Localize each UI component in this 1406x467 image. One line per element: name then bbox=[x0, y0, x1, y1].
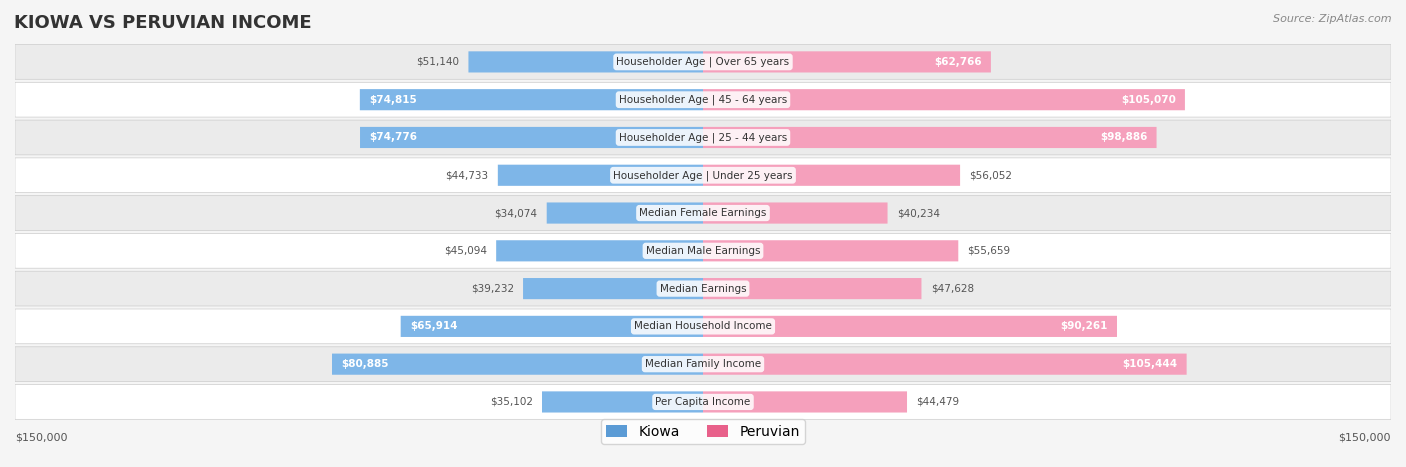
FancyBboxPatch shape bbox=[15, 234, 1391, 268]
Text: $65,914: $65,914 bbox=[409, 321, 457, 332]
FancyBboxPatch shape bbox=[15, 120, 1391, 155]
FancyBboxPatch shape bbox=[541, 391, 703, 412]
Text: Source: ZipAtlas.com: Source: ZipAtlas.com bbox=[1274, 14, 1392, 24]
FancyBboxPatch shape bbox=[15, 82, 1391, 117]
Text: $44,733: $44,733 bbox=[446, 170, 489, 180]
Text: $45,094: $45,094 bbox=[444, 246, 486, 256]
Text: Per Capita Income: Per Capita Income bbox=[655, 397, 751, 407]
Text: $34,074: $34,074 bbox=[495, 208, 537, 218]
FancyBboxPatch shape bbox=[15, 309, 1391, 344]
Text: $150,000: $150,000 bbox=[1339, 432, 1391, 442]
Text: Median Earnings: Median Earnings bbox=[659, 283, 747, 294]
FancyBboxPatch shape bbox=[703, 354, 1187, 375]
FancyBboxPatch shape bbox=[703, 391, 907, 412]
Text: $40,234: $40,234 bbox=[897, 208, 939, 218]
FancyBboxPatch shape bbox=[496, 240, 703, 262]
Text: $62,766: $62,766 bbox=[934, 57, 981, 67]
Text: Householder Age | Over 65 years: Householder Age | Over 65 years bbox=[616, 57, 790, 67]
FancyBboxPatch shape bbox=[360, 89, 703, 110]
Text: $105,444: $105,444 bbox=[1122, 359, 1177, 369]
FancyBboxPatch shape bbox=[703, 316, 1116, 337]
Text: Householder Age | 45 - 64 years: Householder Age | 45 - 64 years bbox=[619, 94, 787, 105]
FancyBboxPatch shape bbox=[332, 354, 703, 375]
Text: Median Male Earnings: Median Male Earnings bbox=[645, 246, 761, 256]
FancyBboxPatch shape bbox=[15, 158, 1391, 192]
FancyBboxPatch shape bbox=[401, 316, 703, 337]
FancyBboxPatch shape bbox=[547, 203, 703, 224]
FancyBboxPatch shape bbox=[15, 347, 1391, 382]
Text: $35,102: $35,102 bbox=[489, 397, 533, 407]
FancyBboxPatch shape bbox=[468, 51, 703, 72]
Text: $74,776: $74,776 bbox=[370, 133, 418, 142]
FancyBboxPatch shape bbox=[15, 44, 1391, 79]
FancyBboxPatch shape bbox=[703, 203, 887, 224]
Text: $80,885: $80,885 bbox=[342, 359, 388, 369]
Text: $98,886: $98,886 bbox=[1099, 133, 1147, 142]
Text: KIOWA VS PERUVIAN INCOME: KIOWA VS PERUVIAN INCOME bbox=[14, 14, 312, 32]
Text: Median Family Income: Median Family Income bbox=[645, 359, 761, 369]
Text: Median Female Earnings: Median Female Earnings bbox=[640, 208, 766, 218]
Text: $90,261: $90,261 bbox=[1060, 321, 1108, 332]
Text: Householder Age | Under 25 years: Householder Age | Under 25 years bbox=[613, 170, 793, 181]
FancyBboxPatch shape bbox=[703, 165, 960, 186]
Text: Median Household Income: Median Household Income bbox=[634, 321, 772, 332]
Text: $47,628: $47,628 bbox=[931, 283, 974, 294]
Text: $51,140: $51,140 bbox=[416, 57, 460, 67]
Text: $150,000: $150,000 bbox=[15, 432, 67, 442]
FancyBboxPatch shape bbox=[498, 165, 703, 186]
Text: $44,479: $44,479 bbox=[917, 397, 959, 407]
FancyBboxPatch shape bbox=[360, 127, 703, 148]
FancyBboxPatch shape bbox=[15, 196, 1391, 230]
Text: $39,232: $39,232 bbox=[471, 283, 513, 294]
Text: Householder Age | 25 - 44 years: Householder Age | 25 - 44 years bbox=[619, 132, 787, 143]
FancyBboxPatch shape bbox=[523, 278, 703, 299]
FancyBboxPatch shape bbox=[703, 89, 1185, 110]
FancyBboxPatch shape bbox=[15, 384, 1391, 419]
Text: $56,052: $56,052 bbox=[969, 170, 1012, 180]
FancyBboxPatch shape bbox=[703, 51, 991, 72]
FancyBboxPatch shape bbox=[703, 278, 921, 299]
Text: $55,659: $55,659 bbox=[967, 246, 1011, 256]
FancyBboxPatch shape bbox=[15, 271, 1391, 306]
Text: $74,815: $74,815 bbox=[368, 95, 416, 105]
FancyBboxPatch shape bbox=[703, 127, 1157, 148]
FancyBboxPatch shape bbox=[703, 240, 959, 262]
Text: $105,070: $105,070 bbox=[1121, 95, 1175, 105]
Legend: Kiowa, Peruvian: Kiowa, Peruvian bbox=[600, 419, 806, 444]
